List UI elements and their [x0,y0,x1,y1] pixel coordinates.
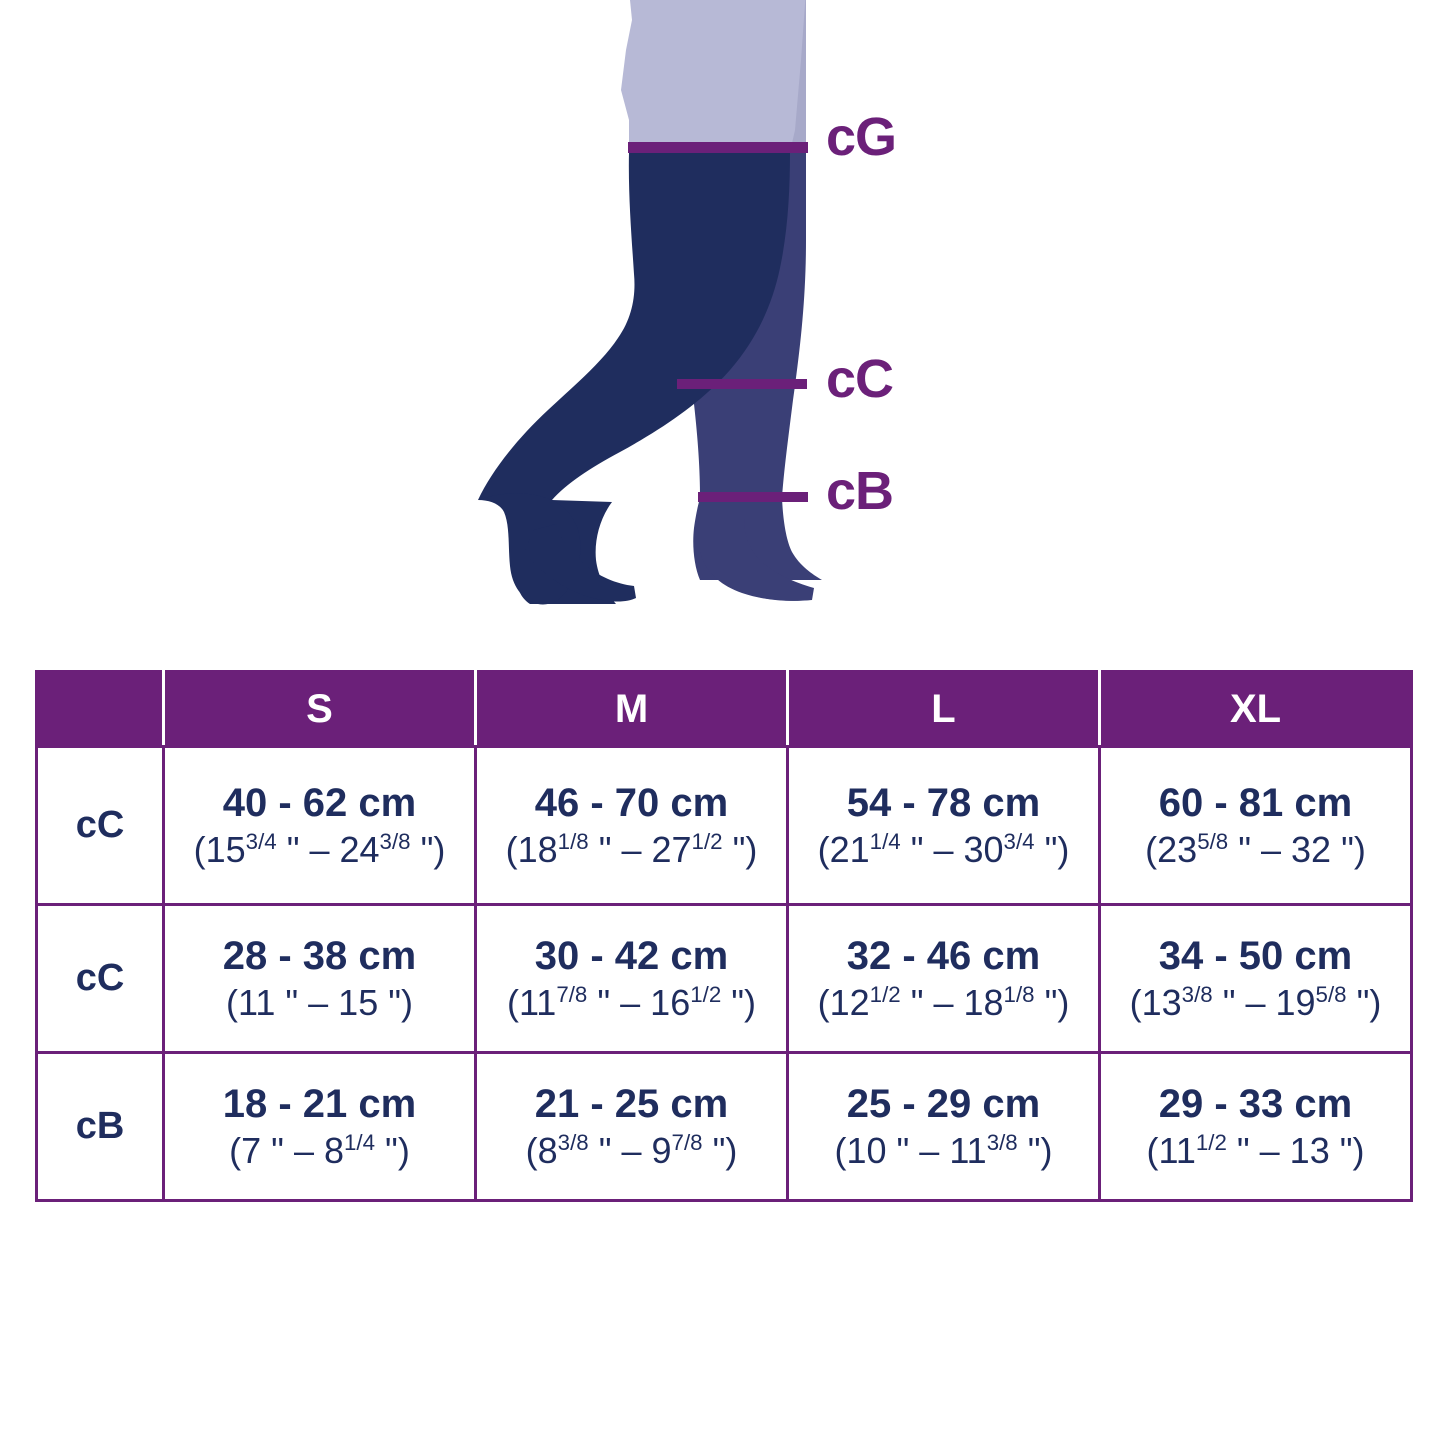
cm-value: 60 - 81 cm [1158,780,1353,825]
cm-value: 46 - 70 cm [534,780,729,825]
inch-value: (211/4 " – 303/4 ") [817,828,1070,870]
cm-value: 34 - 50 cm [1158,933,1353,978]
table-corner-header [35,670,165,748]
cell-2-2: 25 - 29 cm (10 " – 113/8 ") [786,1051,1101,1202]
cm-value: 28 - 38 cm [222,933,417,978]
cell-1-2: 32 - 46 cm (121/2 " – 181/8 ") [786,903,1101,1054]
inch-value: (133/8 " – 195/8 ") [1129,981,1382,1023]
measure-line-cc [677,379,807,389]
cell-1-3: 34 - 50 cm (133/8 " – 195/8 ") [1098,903,1413,1054]
table-row: cC 28 - 38 cm (11 " – 15 ") 30 - 42 cm (… [35,903,1413,1054]
size-header-m: M [474,670,789,748]
measurement-label-cb: cB [826,461,894,521]
cm-value: 21 - 25 cm [534,1081,729,1126]
front-foot-toe-shape [524,524,636,602]
cell-2-1: 21 - 25 cm (83/8 " – 97/8 ") [474,1051,789,1202]
inch-value: (10 " – 113/8 ") [834,1129,1053,1171]
cell-2-3: 29 - 33 cm (111/2 " – 13 ") [1098,1051,1413,1202]
cm-value: 30 - 42 cm [534,933,729,978]
measure-line-cb [698,492,808,502]
measurement-label-cg: cG [826,107,897,167]
front-thigh-shape [621,0,806,152]
inch-value: (7 " – 81/4 ") [229,1129,410,1171]
cm-value: 29 - 33 cm [1158,1081,1353,1126]
inch-value: (117/8 " – 161/2 ") [506,981,757,1023]
back-foot-body-shape [698,498,814,601]
measure-line-cg [628,142,808,153]
cm-value: 54 - 78 cm [846,780,1041,825]
inch-value: (83/8 " – 97/8 ") [525,1129,738,1171]
cell-1-1: 30 - 42 cm (117/8 " – 161/2 ") [474,903,789,1054]
cell-2-0: 18 - 21 cm (7 " – 81/4 ") [162,1051,477,1202]
row-label-1: cC [35,903,165,1054]
front-leg-shape [478,152,790,500]
size-header-l: L [786,670,1101,748]
table-header-row: S M L XL [35,670,1413,748]
cm-value: 18 - 21 cm [222,1081,417,1126]
row-label-2: cB [35,1051,165,1202]
table-row: cC 40 - 62 cm (153/4 " – 243/8 ") 46 - 7… [35,745,1413,906]
size-chart-table: S M L XL cC 40 - 62 cm (153/4 " – 243/8 … [35,670,1413,1202]
cm-value: 25 - 29 cm [846,1081,1041,1126]
table-row: cB 18 - 21 cm (7 " – 81/4 ") 21 - 25 cm … [35,1051,1413,1202]
table-body: cC 40 - 62 cm (153/4 " – 243/8 ") 46 - 7… [35,745,1413,1202]
inch-value: (181/8 " – 271/2 ") [505,828,758,870]
measurement-label-cc: cC [826,349,894,409]
cell-0-0: 40 - 62 cm (153/4 " – 243/8 ") [162,745,477,906]
inch-value: (153/4 " – 243/8 ") [193,828,446,870]
cell-0-3: 60 - 81 cm (235/8 " – 32 ") [1098,745,1413,906]
inch-value: (111/2 " – 13 ") [1146,1129,1365,1171]
row-label-0: cC [35,745,165,906]
cm-value: 40 - 62 cm [222,780,417,825]
inch-value: (235/8 " – 32 ") [1145,828,1366,870]
leg-measurement-illustration: cG cC cB [0,0,1445,640]
cm-value: 32 - 46 cm [846,933,1041,978]
size-header-s: S [162,670,477,748]
cell-1-0: 28 - 38 cm (11 " – 15 ") [162,903,477,1054]
inch-value: (121/2 " – 181/8 ") [817,981,1070,1023]
cell-0-1: 46 - 70 cm (181/8 " – 271/2 ") [474,745,789,906]
leg-silhouette-svg [478,0,822,605]
size-header-xl: XL [1098,670,1413,748]
inch-value: (11 " – 15 ") [226,981,413,1023]
cell-0-2: 54 - 78 cm (211/4 " – 303/4 ") [786,745,1101,906]
